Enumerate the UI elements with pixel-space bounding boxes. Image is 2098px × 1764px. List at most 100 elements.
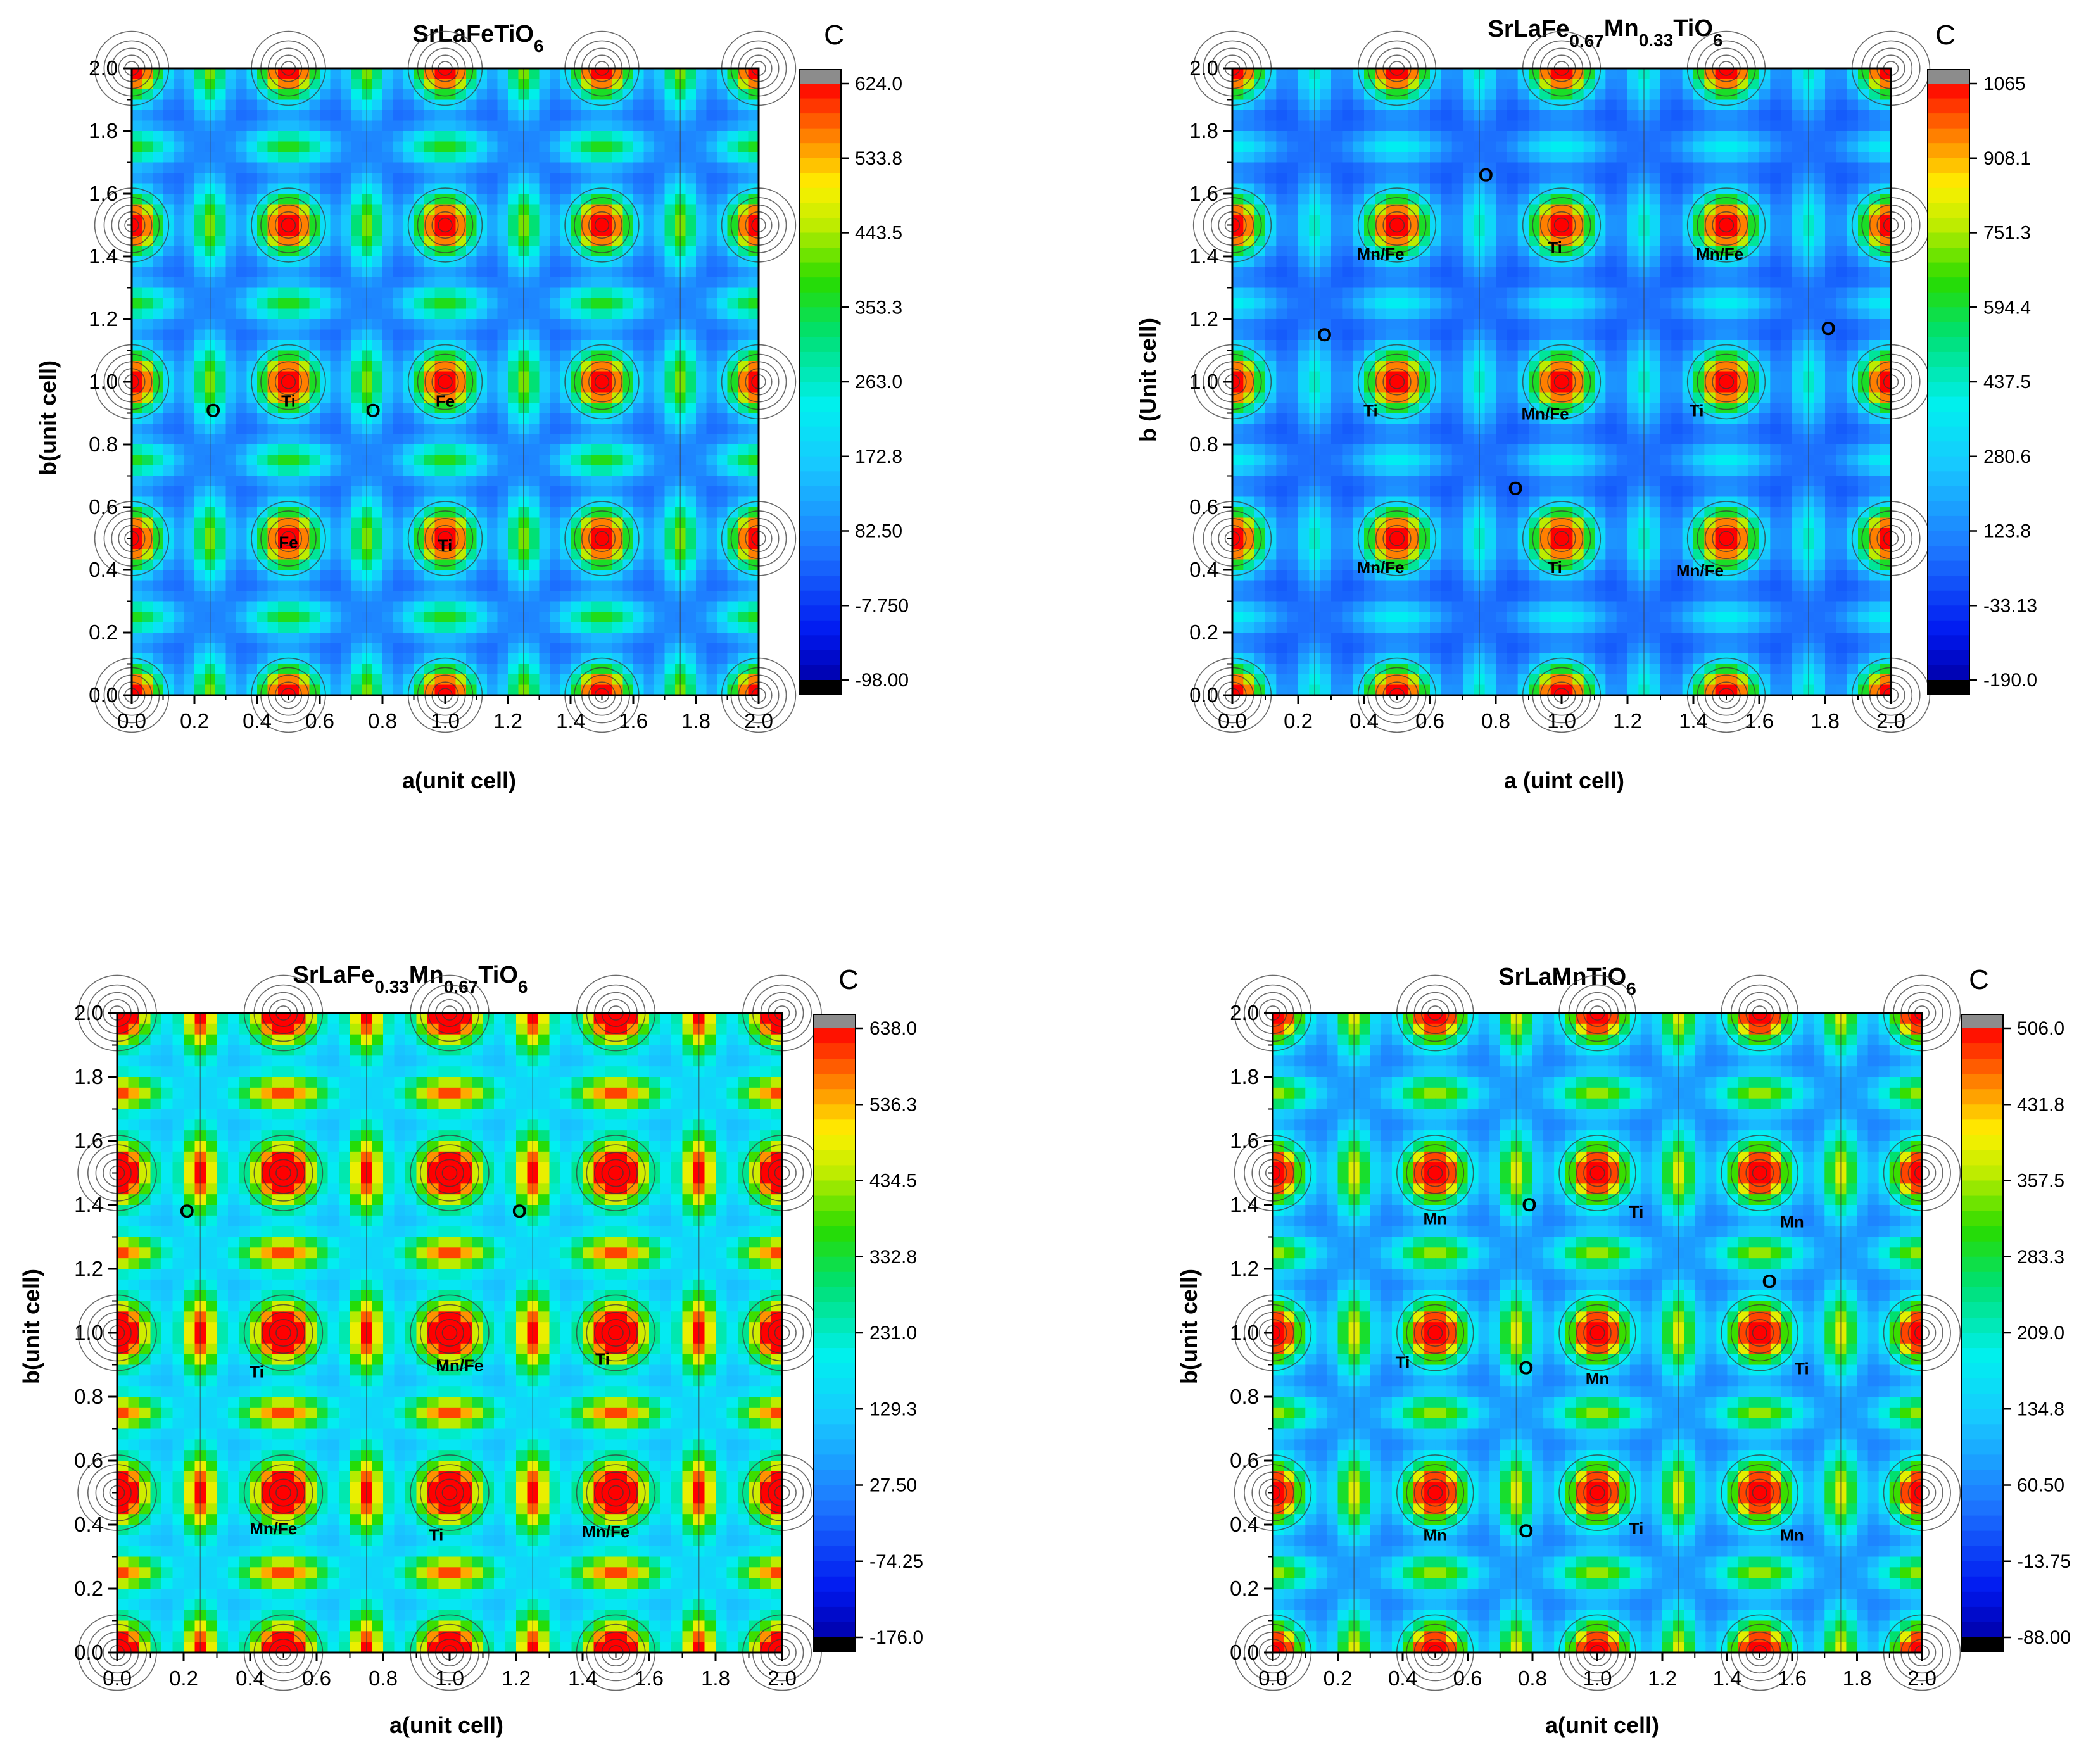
heatmap-cell xyxy=(1660,141,1672,153)
heatmap-cell xyxy=(612,308,624,320)
heatmap-cell xyxy=(1770,79,1782,90)
heatmap-cell xyxy=(508,298,519,310)
heatmap-cell xyxy=(529,287,540,299)
heatmap-cell xyxy=(184,601,195,612)
heatmap-cell xyxy=(393,476,404,487)
heatmap-cell xyxy=(257,444,269,456)
heatmap-cell xyxy=(654,225,666,236)
heatmap-cell xyxy=(351,277,362,289)
heatmap-cell xyxy=(581,465,592,477)
heatmap-cell xyxy=(696,392,707,403)
heatmap-cell xyxy=(550,684,561,696)
heatmap-cell xyxy=(257,277,269,289)
heatmap-cell xyxy=(466,413,477,424)
heatmap-cell xyxy=(153,361,164,372)
heatmap-cell xyxy=(1671,99,1683,111)
heatmap-cell xyxy=(351,570,362,581)
heatmap-cell xyxy=(455,643,467,654)
heatmap-cell xyxy=(696,434,707,445)
heatmap-cell xyxy=(215,643,227,654)
heatmap-cell xyxy=(382,434,394,445)
heatmap-cell xyxy=(351,298,362,310)
heatmap-cell xyxy=(351,517,362,529)
heatmap-cell xyxy=(236,371,248,382)
heatmap-cell xyxy=(455,141,467,153)
heatmap-cell xyxy=(1836,131,1848,142)
heatmap-cell xyxy=(246,298,258,310)
heatmap-cell xyxy=(184,371,195,382)
heatmap-cell xyxy=(539,215,550,226)
heatmap-cell xyxy=(184,392,195,403)
heatmap-cell xyxy=(225,517,237,529)
heatmap-cell xyxy=(487,674,498,686)
heatmap-cell xyxy=(476,612,488,623)
heatmap-cell xyxy=(236,215,248,226)
heatmap-cell xyxy=(1649,236,1661,247)
heatmap-cell xyxy=(1243,131,1255,142)
heatmap-cell xyxy=(236,256,248,268)
heatmap-cell xyxy=(727,173,738,184)
heatmap-cell xyxy=(257,413,269,424)
heatmap-cell xyxy=(153,622,164,633)
heatmap-cell xyxy=(299,601,310,612)
heatmap-cell xyxy=(414,371,425,382)
colorbar-tick-label: 443.5 xyxy=(855,223,902,244)
heatmap-cell xyxy=(393,277,404,289)
heatmap-cell xyxy=(1408,173,1420,184)
heatmap-cell xyxy=(508,633,519,644)
heatmap-cell xyxy=(341,194,352,205)
heatmap-cell xyxy=(174,612,185,623)
heatmap-cell xyxy=(633,141,645,153)
heatmap-cell xyxy=(309,622,320,633)
heatmap-cell xyxy=(685,162,697,173)
heatmap-cell xyxy=(487,549,498,560)
heatmap-cell xyxy=(215,382,227,393)
heatmap-cell xyxy=(225,538,237,550)
heatmap-cell xyxy=(1331,183,1343,194)
heatmap-cell xyxy=(717,403,728,414)
heatmap-cell xyxy=(215,215,227,226)
heatmap-cell xyxy=(654,455,666,466)
heatmap-cell xyxy=(727,653,738,665)
heatmap-cell xyxy=(320,633,331,644)
heatmap-cell xyxy=(174,684,185,696)
heatmap-cell xyxy=(382,152,394,163)
heatmap-cell xyxy=(633,267,645,278)
heatmap-cell xyxy=(215,277,227,289)
heatmap-cell xyxy=(1562,173,1573,184)
heatmap-cell xyxy=(550,664,561,675)
heatmap-cell xyxy=(382,256,394,268)
heatmap-cell xyxy=(424,643,436,654)
heatmap-cell xyxy=(330,653,341,665)
heatmap-cell xyxy=(727,298,738,310)
heatmap-cell xyxy=(1451,120,1463,132)
heatmap-cell xyxy=(236,633,248,644)
heatmap-cell xyxy=(685,444,697,456)
heatmap-cell xyxy=(487,287,498,299)
heatmap-cell xyxy=(1539,256,1551,268)
heatmap-cell xyxy=(591,194,603,205)
heatmap-cell xyxy=(330,403,341,414)
heatmap-cell xyxy=(330,580,341,591)
heatmap-cell xyxy=(1781,99,1793,111)
heatmap-cell xyxy=(455,194,467,205)
heatmap-cell xyxy=(299,591,310,602)
heatmap-cell xyxy=(696,183,707,194)
heatmap-cell xyxy=(654,308,666,320)
heatmap-cell xyxy=(706,455,717,466)
heatmap-cell xyxy=(246,141,258,153)
heatmap-cell xyxy=(1496,79,1507,90)
heatmap-cell xyxy=(1814,225,1826,236)
heatmap-cell xyxy=(372,559,383,570)
heatmap-cell xyxy=(654,434,666,445)
heatmap-cell xyxy=(1342,194,1354,205)
heatmap-cell xyxy=(633,559,645,570)
heatmap-cell xyxy=(1605,79,1617,90)
heatmap-cell xyxy=(194,319,206,331)
heatmap-cell xyxy=(372,601,383,612)
heatmap-cell xyxy=(1507,215,1519,226)
heatmap-cell xyxy=(476,622,488,633)
heatmap-cell xyxy=(685,633,697,644)
heatmap-cell xyxy=(1616,99,1628,111)
heatmap-cell xyxy=(602,319,613,331)
